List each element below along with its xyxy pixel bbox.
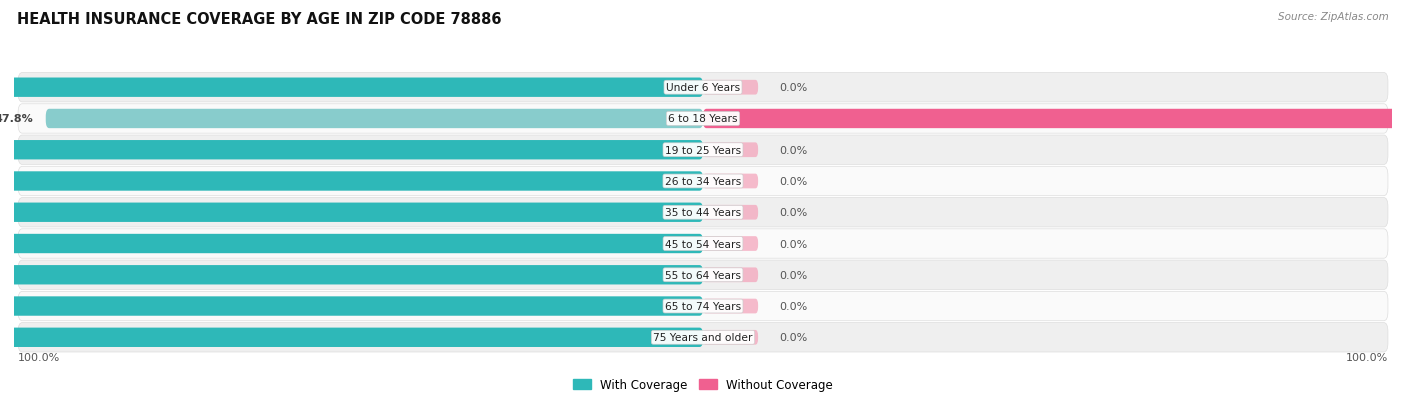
FancyBboxPatch shape <box>703 174 758 189</box>
Text: 55 to 64 Years: 55 to 64 Years <box>665 270 741 280</box>
Text: 0.0%: 0.0% <box>779 83 807 93</box>
Text: 0.0%: 0.0% <box>779 270 807 280</box>
Text: 35 to 44 Years: 35 to 44 Years <box>665 208 741 218</box>
FancyBboxPatch shape <box>703 205 758 220</box>
FancyBboxPatch shape <box>703 268 758 282</box>
Text: 0.0%: 0.0% <box>779 208 807 218</box>
Text: Under 6 Years: Under 6 Years <box>666 83 740 93</box>
FancyBboxPatch shape <box>18 136 1388 165</box>
Text: 0.0%: 0.0% <box>779 332 807 342</box>
FancyBboxPatch shape <box>18 261 1388 290</box>
FancyBboxPatch shape <box>703 143 758 158</box>
Text: 19 to 25 Years: 19 to 25 Years <box>665 145 741 155</box>
FancyBboxPatch shape <box>18 229 1388 259</box>
FancyBboxPatch shape <box>0 141 703 160</box>
Text: 0.0%: 0.0% <box>779 301 807 311</box>
FancyBboxPatch shape <box>703 299 758 313</box>
FancyBboxPatch shape <box>46 109 703 129</box>
Text: 75 Years and older: 75 Years and older <box>654 332 752 342</box>
FancyBboxPatch shape <box>0 297 703 316</box>
FancyBboxPatch shape <box>0 203 703 223</box>
Text: 0.0%: 0.0% <box>779 239 807 249</box>
Text: 0.0%: 0.0% <box>779 145 807 155</box>
FancyBboxPatch shape <box>0 266 703 285</box>
FancyBboxPatch shape <box>0 234 703 254</box>
Text: 45 to 54 Years: 45 to 54 Years <box>665 239 741 249</box>
Text: HEALTH INSURANCE COVERAGE BY AGE IN ZIP CODE 78886: HEALTH INSURANCE COVERAGE BY AGE IN ZIP … <box>17 12 502 27</box>
Text: 6 to 18 Years: 6 to 18 Years <box>668 114 738 124</box>
FancyBboxPatch shape <box>0 78 703 97</box>
Text: Source: ZipAtlas.com: Source: ZipAtlas.com <box>1278 12 1389 22</box>
FancyBboxPatch shape <box>703 330 758 345</box>
FancyBboxPatch shape <box>18 292 1388 321</box>
FancyBboxPatch shape <box>703 81 758 95</box>
FancyBboxPatch shape <box>0 328 703 347</box>
FancyBboxPatch shape <box>18 104 1388 134</box>
FancyBboxPatch shape <box>703 237 758 251</box>
FancyBboxPatch shape <box>0 172 703 191</box>
FancyBboxPatch shape <box>18 323 1388 352</box>
Text: 100.0%: 100.0% <box>18 352 60 362</box>
FancyBboxPatch shape <box>18 167 1388 196</box>
Text: 100.0%: 100.0% <box>1346 352 1388 362</box>
Text: 65 to 74 Years: 65 to 74 Years <box>665 301 741 311</box>
Text: 0.0%: 0.0% <box>779 177 807 187</box>
FancyBboxPatch shape <box>18 198 1388 228</box>
FancyBboxPatch shape <box>18 74 1388 103</box>
Legend: With Coverage, Without Coverage: With Coverage, Without Coverage <box>568 374 838 396</box>
FancyBboxPatch shape <box>703 109 1406 129</box>
Text: 26 to 34 Years: 26 to 34 Years <box>665 177 741 187</box>
Text: 47.8%: 47.8% <box>0 114 34 124</box>
